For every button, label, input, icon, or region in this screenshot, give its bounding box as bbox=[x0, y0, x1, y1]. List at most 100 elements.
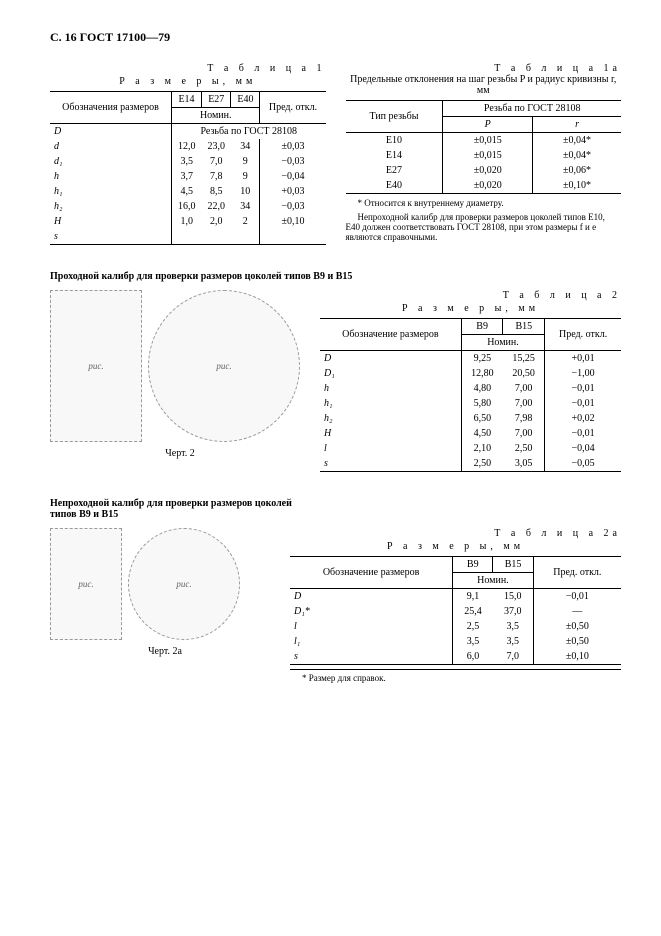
t2-c1: B15 bbox=[503, 319, 545, 335]
t1-dev: ±0,03 bbox=[260, 139, 326, 154]
t2-param: H bbox=[320, 426, 461, 441]
t2a-val: 2,5 bbox=[453, 619, 493, 634]
table-2a: Обозначение размеров B9 B15 Пред. откл. … bbox=[290, 556, 621, 665]
t1-val: 2 bbox=[231, 214, 260, 229]
t1-nomin: Номин. bbox=[171, 108, 259, 124]
t2-val: 9,25 bbox=[461, 351, 503, 367]
t1-param: d bbox=[50, 139, 171, 154]
t2-dev: −0,01 bbox=[545, 396, 621, 411]
t2a-param: l₁ bbox=[290, 634, 453, 649]
t1-val bbox=[202, 229, 231, 245]
t1-c2: E40 bbox=[231, 92, 260, 108]
t2a-val: 25,4 bbox=[453, 604, 493, 619]
t2a-col-label: Обозначение размеров bbox=[290, 557, 453, 589]
t1a-type: E10 bbox=[346, 133, 443, 149]
t2-param: h bbox=[320, 381, 461, 396]
t2-val: 7,00 bbox=[503, 396, 545, 411]
t2-dev: −0,05 bbox=[545, 456, 621, 472]
t1a-pval: ±0,015 bbox=[443, 133, 533, 149]
t1-val bbox=[231, 229, 260, 245]
table-2-label: Т а б л и ц а 2 bbox=[320, 290, 621, 301]
t1a-type: E27 bbox=[346, 163, 443, 178]
t2a-val: 3,5 bbox=[453, 634, 493, 649]
t1-dev: Пред. откл. bbox=[260, 92, 326, 124]
t2-val: 2,10 bbox=[461, 441, 503, 456]
t2a-c0: B9 bbox=[453, 557, 493, 573]
t1a-note1: * Относится к внутреннему диаметру. bbox=[346, 198, 622, 208]
figure-2a-plan: рис. bbox=[128, 528, 240, 640]
t1a-pval: ±0,015 bbox=[443, 148, 533, 163]
t1-val: 10 bbox=[231, 184, 260, 199]
t2-dev: −1,00 bbox=[545, 366, 621, 381]
t2a-val: 9,1 bbox=[453, 589, 493, 605]
t1-param: s bbox=[50, 229, 171, 245]
t1-param: d₁ bbox=[50, 154, 171, 169]
t2-param: l bbox=[320, 441, 461, 456]
figure-2-plan: рис. bbox=[148, 290, 300, 442]
t2-val: 4,50 bbox=[461, 426, 503, 441]
table-2a-label: Т а б л и ц а 2а bbox=[290, 528, 621, 539]
figure-2-caption: Черт. 2 bbox=[50, 448, 310, 459]
t2a-dev: — bbox=[533, 604, 621, 619]
table-2-block: Т а б л и ц а 2 Р а з м е р ы, мм Обозна… bbox=[320, 290, 621, 472]
t1-val: 8,5 bbox=[202, 184, 231, 199]
figure-2-section: рис. bbox=[50, 290, 142, 442]
t1-param: h bbox=[50, 169, 171, 184]
section-2a-row: рис. рис. Черт. 2а Т а б л и ц а 2а Р а … bbox=[50, 528, 621, 683]
t1-c1: E27 bbox=[202, 92, 231, 108]
t2-dev: +0,01 bbox=[545, 351, 621, 367]
t1a-rval: ±0,10* bbox=[533, 178, 621, 194]
t2a-param: l bbox=[290, 619, 453, 634]
table-1-label: Т а б л и ц а 1 bbox=[50, 63, 326, 74]
t2a-note: * Размер для справок. bbox=[290, 669, 621, 683]
table-1a: Тип резьбы Резьба по ГОСТ 28108 P r E10±… bbox=[346, 100, 622, 194]
table-1a-block: Т а б л и ц а 1а Предельные отклонения н… bbox=[346, 63, 622, 245]
t2a-dev: Пред. откл. bbox=[533, 557, 621, 589]
table-2: Обозначение размеров B9 B15 Пред. откл. … bbox=[320, 318, 621, 472]
table-1: Обозначения размеров E14 E27 E40 Пред. о… bbox=[50, 91, 326, 245]
figure-2a-section: рис. bbox=[50, 528, 122, 640]
t2a-dev: ±0,50 bbox=[533, 634, 621, 649]
section-2-row: рис. рис. Черт. 2 Т а б л и ц а 2 Р а з … bbox=[50, 290, 621, 472]
t1-val: 23,0 bbox=[202, 139, 231, 154]
t2a-val: 3,5 bbox=[493, 634, 533, 649]
t2-param: D₁ bbox=[320, 366, 461, 381]
t1a-r: r bbox=[533, 117, 621, 133]
t2-dev: −0,01 bbox=[545, 381, 621, 396]
t2a-nomin: Номин. bbox=[453, 573, 534, 589]
t1a-type: E40 bbox=[346, 178, 443, 194]
table-1-block: Т а б л и ц а 1 Р а з м е р ы, мм Обозна… bbox=[50, 63, 326, 245]
t2a-dev: ±0,50 bbox=[533, 619, 621, 634]
t1-val: 22,0 bbox=[202, 199, 231, 214]
t1-val: 2,0 bbox=[202, 214, 231, 229]
t1-dev bbox=[260, 229, 326, 245]
t1-val: 3,7 bbox=[171, 169, 201, 184]
t1-dev: −0,03 bbox=[260, 154, 326, 169]
t1-thread: Резьба по ГОСТ 28108 bbox=[171, 124, 325, 140]
t1-val: 4,5 bbox=[171, 184, 201, 199]
t1a-rval: ±0,04* bbox=[533, 133, 621, 149]
t1-dev: −0,04 bbox=[260, 169, 326, 184]
top-row: Т а б л и ц а 1 Р а з м е р ы, мм Обозна… bbox=[50, 63, 621, 245]
t1a-typecol: Тип резьбы bbox=[346, 101, 443, 133]
t2a-param: D bbox=[290, 589, 453, 605]
t2a-val: 3,5 bbox=[493, 619, 533, 634]
table-1-title: Р а з м е р ы, мм bbox=[50, 76, 326, 87]
section-2a-title: Непроходной калибр для проверки размеров… bbox=[50, 498, 300, 520]
t2-dev: +0,02 bbox=[545, 411, 621, 426]
t1-param: H bbox=[50, 214, 171, 229]
t1-val bbox=[171, 229, 201, 245]
t1-val: 7,0 bbox=[202, 154, 231, 169]
t1-val: 1,0 bbox=[171, 214, 201, 229]
figure-2a-block: рис. рис. Черт. 2а bbox=[50, 528, 280, 657]
t2-val: 2,50 bbox=[503, 441, 545, 456]
table-1a-subtitle: Предельные отклонения на шаг резьбы P и … bbox=[346, 74, 622, 96]
t1-val: 16,0 bbox=[171, 199, 201, 214]
t1-val: 34 bbox=[231, 199, 260, 214]
t1-val: 9 bbox=[231, 154, 260, 169]
t1a-p: P bbox=[443, 117, 533, 133]
t1a-thread: Резьба по ГОСТ 28108 bbox=[443, 101, 621, 117]
t2a-dev: −0,01 bbox=[533, 589, 621, 605]
page: С. 16 ГОСТ 17100—79 Т а б л и ц а 1 Р а … bbox=[0, 0, 661, 723]
t2a-val: 6,0 bbox=[453, 649, 493, 665]
